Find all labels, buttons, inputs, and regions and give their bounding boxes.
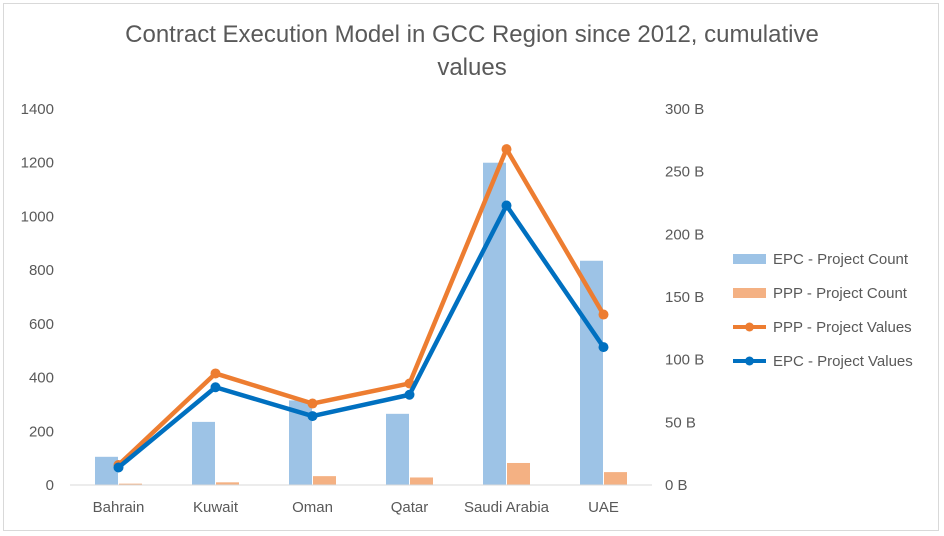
chart-title: Contract Execution Model in GCC Region s… — [0, 18, 944, 84]
left-tick-label: 1200 — [21, 155, 54, 172]
legend-label: EPC - Project Count — [773, 251, 909, 268]
right-tick-label: 100 B — [665, 352, 704, 369]
bar-ppp-count — [119, 483, 142, 485]
bar-ppp-count — [216, 482, 239, 485]
line-point-epc-values — [307, 411, 318, 422]
series-line-epc-values — [116, 203, 606, 470]
right-tick-label: 150 B — [665, 289, 704, 306]
line-point-ppp-values — [307, 398, 318, 409]
right-tick-label: 200 B — [665, 226, 704, 243]
bar-epc-count — [95, 456, 118, 485]
line-point-ppp-values — [598, 309, 609, 320]
right-tick-label: 250 B — [665, 164, 704, 181]
bar-epc-count — [192, 421, 215, 485]
category-label: Oman — [292, 499, 333, 516]
left-tick-label: 400 — [29, 370, 54, 387]
right-axis: 0 B 50 B 100 B 150 B 200 B 250 B 300 B — [665, 101, 704, 494]
category-label: Kuwait — [193, 499, 239, 516]
bar-epc-count — [386, 413, 409, 485]
left-axis: 0 200 400 600 800 1000 1200 1400 — [21, 101, 54, 494]
left-tick-label: 1000 — [21, 208, 54, 225]
bar-epc-count — [289, 400, 312, 485]
bar-series — [95, 162, 627, 485]
line-point-ppp-values — [210, 368, 221, 379]
left-tick-label: 800 — [29, 262, 54, 279]
line-point-epc-values — [404, 389, 415, 400]
chart-frame — [3, 3, 939, 531]
right-tick-label: 300 B — [665, 101, 704, 118]
category-label: Bahrain — [93, 499, 145, 516]
legend-swatch — [733, 288, 766, 298]
left-tick-label: 200 — [29, 423, 54, 440]
category-label: UAE — [588, 499, 619, 516]
series-line-ppp-values — [116, 146, 606, 468]
category-labels: Bahrain Kuwait Oman Qatar Saudi Arabia UAE — [93, 499, 619, 516]
bar-ppp-count — [410, 477, 433, 485]
line-point-epc-values — [210, 382, 221, 393]
right-tick-label: 0 B — [665, 477, 688, 494]
legend-label: PPP - Project Count — [773, 285, 908, 302]
line-point-epc-values — [113, 462, 124, 473]
category-label: Qatar — [391, 499, 429, 516]
chart-title-line2: values — [437, 54, 507, 81]
left-tick-label: 600 — [29, 316, 54, 333]
line-series — [113, 144, 609, 473]
bar-epc-count — [580, 260, 603, 485]
line-point-epc-values — [598, 342, 609, 353]
bar-ppp-count — [604, 472, 627, 485]
right-tick-label: 50 B — [665, 414, 696, 431]
legend-marker — [745, 322, 754, 332]
legend: EPC - Project Count PPP - Project Count PP… — [733, 251, 913, 370]
legend-swatch — [733, 254, 766, 264]
chart-title-line1: Contract Execution Model in GCC Region s… — [125, 21, 819, 48]
bar-ppp-count — [313, 476, 336, 485]
bar-ppp-count — [507, 462, 530, 485]
legend-label: EPC - Project Values — [773, 353, 913, 370]
category-label: Saudi Arabia — [464, 499, 550, 516]
line-point-epc-values — [501, 200, 512, 211]
left-tick-label: 1400 — [21, 101, 54, 118]
legend-label: PPP - Project Values — [773, 319, 912, 336]
line-point-ppp-values — [501, 144, 512, 155]
legend-marker — [745, 356, 754, 366]
left-tick-label: 0 — [46, 477, 54, 494]
